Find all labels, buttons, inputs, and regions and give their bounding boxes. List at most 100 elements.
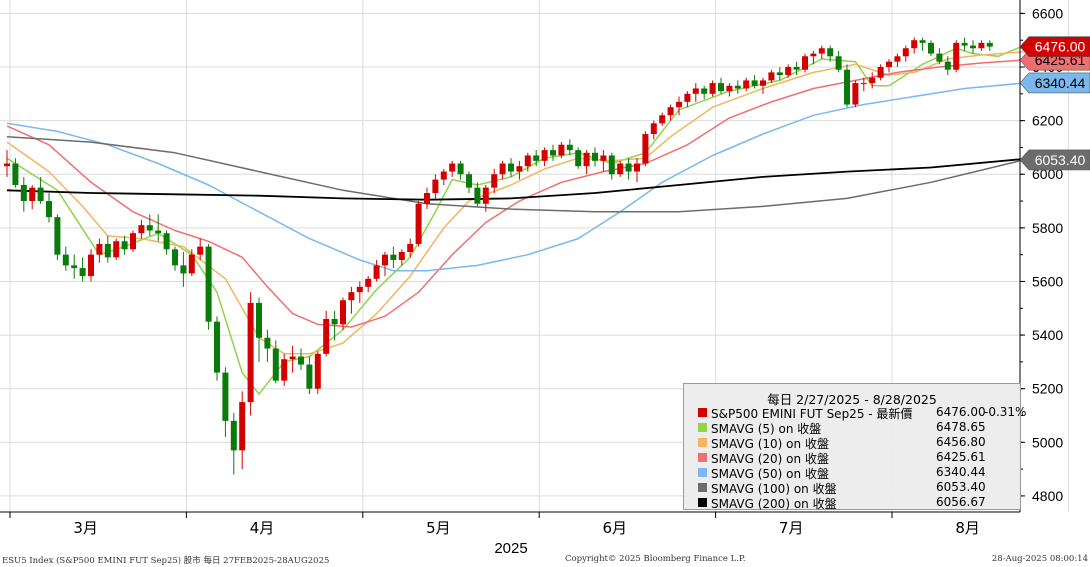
candle-body	[146, 225, 153, 231]
candle-body	[247, 302, 254, 403]
price-tag-label: 6053.40	[1035, 152, 1086, 168]
candle-body	[289, 356, 296, 360]
candle-body	[424, 193, 430, 204]
candle-body	[71, 265, 78, 269]
legend-row-sma50: SMAVG (50) on 收盤 6340.44	[698, 465, 1016, 481]
y-tick-label: 5600	[1032, 273, 1063, 289]
legend-swatch	[698, 408, 707, 417]
candle-body	[331, 318, 338, 325]
candle-body	[642, 134, 649, 164]
candle-body	[541, 150, 548, 161]
candle-body	[860, 83, 867, 85]
candle-body	[928, 42, 934, 54]
price-tag-label: 6340.44	[1035, 75, 1086, 91]
candle-body	[113, 241, 120, 258]
candle-body	[449, 163, 456, 172]
candle-body	[172, 249, 178, 266]
candle-body	[264, 337, 271, 349]
candle-body	[432, 179, 439, 194]
legend-swatch	[698, 453, 707, 462]
candle-body	[684, 93, 691, 102]
footer-timestamp: 28-Aug-2025 08:00:14	[991, 554, 1088, 564]
legend-row-sma100: SMAVG (100) on 收盤 6053.40	[698, 480, 1016, 496]
candle-body	[516, 166, 523, 172]
x-month-label: 4月	[250, 519, 275, 537]
candle-body	[650, 123, 657, 135]
candle-body	[96, 243, 103, 255]
y-tick-label: 5400	[1032, 327, 1063, 343]
candle-body	[592, 152, 598, 161]
y-tick-label: 5000	[1032, 434, 1063, 450]
candle-body	[659, 115, 666, 124]
candle-body	[692, 88, 699, 94]
candle-body	[751, 80, 758, 86]
candle-body	[188, 254, 195, 274]
candle-body	[155, 230, 162, 234]
candle-body	[902, 48, 909, 57]
moving-average-lines	[6, 45, 1024, 395]
candle-body	[634, 163, 640, 172]
candle-body	[457, 163, 464, 175]
candle-body	[961, 42, 968, 46]
candle-body	[348, 292, 355, 301]
candle-body	[810, 53, 817, 57]
candle-body	[12, 163, 19, 185]
x-month-label: 7月	[779, 519, 804, 537]
x-year-label: 2025	[494, 540, 527, 557]
candle-body	[365, 278, 372, 287]
candle-body	[298, 356, 304, 365]
x-month-label: 5月	[426, 519, 451, 537]
legend-value: 6478.65	[936, 420, 986, 434]
candle-body	[130, 233, 136, 250]
price-tag-bg	[1019, 36, 1090, 57]
legend-row-sma200: SMAVG (200) on 收盤 6056.67	[698, 495, 1016, 511]
x-month-label: 6月	[603, 519, 628, 537]
candle-body	[440, 171, 447, 180]
price-tag-bg	[1019, 72, 1090, 94]
candle-body	[676, 101, 682, 108]
legend-label: SMAVG (20) on 收盤	[711, 452, 829, 466]
candle-body	[415, 203, 422, 244]
candle-body	[37, 187, 44, 202]
candle-body	[886, 61, 892, 68]
candle-body	[583, 152, 590, 167]
candle-body	[978, 42, 985, 49]
candle-body	[382, 254, 388, 266]
candle-body	[877, 67, 884, 78]
price-tag: 6340.44	[1019, 72, 1090, 94]
candle-body	[894, 56, 901, 62]
candle-body	[104, 243, 111, 258]
candle-body	[205, 246, 212, 322]
candle-body	[79, 268, 86, 277]
legend-row-price: S&P500 EMINI FUT Sep25 - 最新價 6476.00 -0.…	[698, 405, 1026, 421]
legend-change: -0.31%	[984, 405, 1027, 419]
candle-body	[760, 80, 766, 86]
candle-body	[608, 155, 615, 175]
candle-body	[818, 48, 825, 54]
candle-body	[533, 155, 540, 161]
candle-body	[214, 321, 220, 373]
candle-body	[734, 85, 741, 89]
candle-body	[373, 265, 380, 279]
legend-row-sma10: SMAVG (10) on 收盤 6456.80	[698, 435, 1016, 451]
candle-body	[20, 184, 27, 202]
candle-body	[398, 251, 405, 261]
candle-body	[550, 150, 556, 156]
legend-value: 6340.44	[936, 465, 986, 479]
ma-line-100	[6, 135, 1024, 213]
candle-body	[718, 83, 724, 92]
candle-body	[970, 45, 976, 49]
legend-label: SMAVG (10) on 收盤	[711, 437, 829, 451]
candle-body	[474, 187, 481, 204]
legend-box: 每日 2/27/2025 - 8/28/2025 S&P500 EMINI FU…	[683, 383, 1026, 511]
footer-source: ESU5 Index (S&P500 EMINI FUT Sep25) 股市 每…	[2, 556, 330, 566]
ma-line-10	[6, 50, 1024, 355]
candle-body	[986, 42, 993, 47]
candle-body	[306, 364, 313, 389]
y-tick-label: 6600	[1032, 5, 1063, 21]
y-tick-label: 4800	[1032, 488, 1063, 504]
candle-body	[524, 155, 531, 167]
legend-value: 6053.40	[936, 480, 986, 494]
